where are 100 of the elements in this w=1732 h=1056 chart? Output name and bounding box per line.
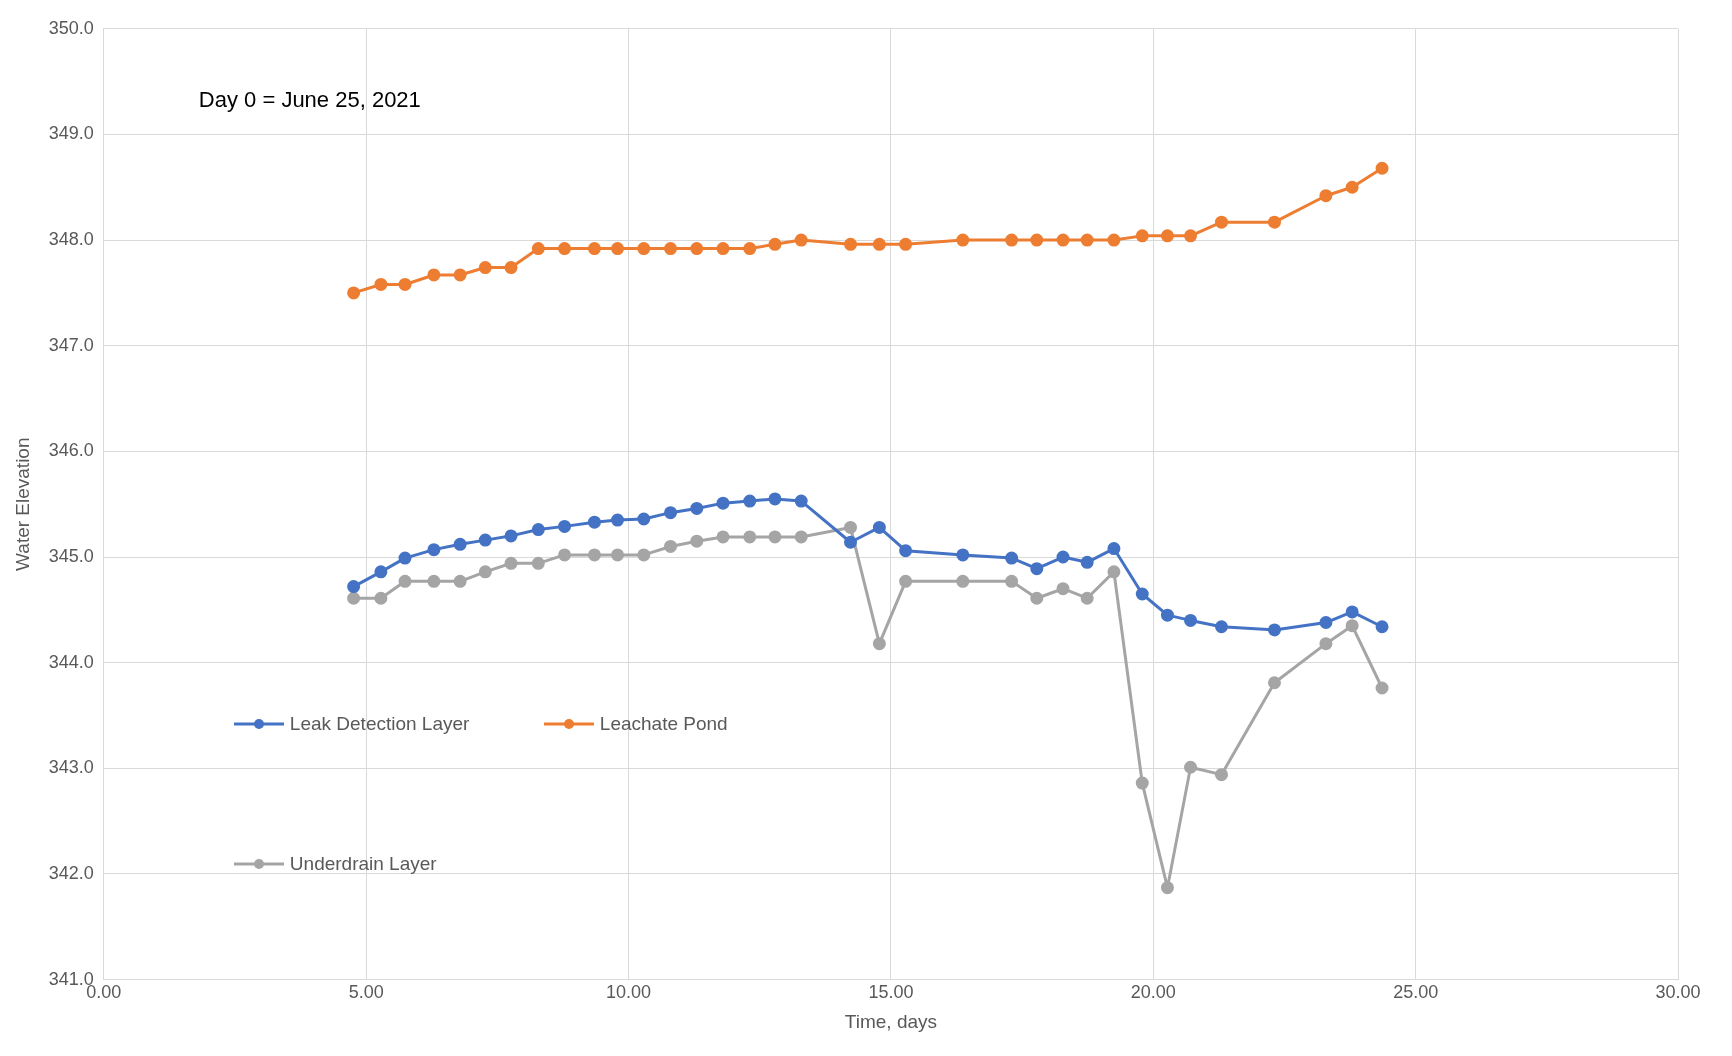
point bbox=[504, 556, 518, 570]
x-tick-label: 5.00 bbox=[348, 982, 384, 1003]
y-tick-label: 344.0 bbox=[48, 651, 94, 672]
point bbox=[1160, 229, 1174, 243]
point bbox=[743, 530, 757, 544]
point bbox=[1005, 574, 1019, 588]
point bbox=[1107, 542, 1121, 556]
point bbox=[956, 574, 970, 588]
point bbox=[504, 529, 518, 543]
point bbox=[743, 242, 757, 256]
point bbox=[1214, 768, 1228, 782]
point bbox=[1267, 215, 1281, 229]
point bbox=[531, 556, 545, 570]
point bbox=[531, 523, 545, 537]
point bbox=[1345, 180, 1359, 194]
point bbox=[716, 496, 730, 510]
point bbox=[478, 533, 492, 547]
point bbox=[956, 548, 970, 562]
point bbox=[374, 277, 388, 291]
point bbox=[1160, 608, 1174, 622]
point bbox=[558, 242, 572, 256]
point bbox=[899, 574, 913, 588]
point bbox=[1030, 233, 1044, 247]
point bbox=[1319, 189, 1333, 203]
point bbox=[1267, 623, 1281, 637]
point bbox=[587, 548, 601, 562]
x-axis-title: Time, days bbox=[844, 1010, 938, 1032]
y-tick-label: 349.0 bbox=[48, 123, 94, 144]
legend-label: Leak Detection Layer bbox=[289, 713, 470, 736]
y-tick-label: 342.0 bbox=[48, 862, 94, 883]
point bbox=[1184, 229, 1198, 243]
y-tick-label: 350.0 bbox=[48, 17, 94, 38]
point bbox=[1135, 776, 1149, 790]
point bbox=[690, 534, 704, 548]
point bbox=[794, 530, 808, 544]
point bbox=[347, 591, 361, 605]
point bbox=[611, 513, 625, 527]
point bbox=[1056, 550, 1070, 564]
y-tick-label: 343.0 bbox=[48, 757, 94, 778]
point bbox=[1160, 881, 1174, 895]
annotation: Day 0 = June 25, 2021 bbox=[198, 86, 421, 112]
point bbox=[374, 565, 388, 579]
point bbox=[1214, 620, 1228, 634]
point bbox=[1375, 681, 1389, 695]
point bbox=[1107, 233, 1121, 247]
x-tick-label: 15.00 bbox=[868, 982, 914, 1003]
y-axis-title: Water Elevation bbox=[11, 437, 33, 571]
point bbox=[453, 537, 467, 551]
point bbox=[768, 492, 782, 506]
point bbox=[1184, 613, 1198, 627]
point bbox=[1080, 591, 1094, 605]
point bbox=[1375, 161, 1389, 175]
point bbox=[427, 543, 441, 557]
point bbox=[611, 548, 625, 562]
point bbox=[664, 242, 678, 256]
point bbox=[427, 574, 441, 588]
point bbox=[1214, 215, 1228, 229]
point bbox=[872, 520, 886, 534]
point bbox=[398, 574, 412, 588]
point bbox=[1005, 551, 1019, 565]
point bbox=[1030, 591, 1044, 605]
legend-label: Underdrain Layer bbox=[289, 853, 437, 876]
point bbox=[1184, 760, 1198, 774]
point bbox=[1267, 676, 1281, 690]
y-tick-label: 347.0 bbox=[48, 334, 94, 355]
point bbox=[664, 539, 678, 553]
point bbox=[347, 580, 361, 594]
point bbox=[743, 494, 757, 508]
point bbox=[716, 242, 730, 256]
point bbox=[1135, 229, 1149, 243]
point bbox=[1345, 605, 1359, 619]
point bbox=[453, 268, 467, 282]
point bbox=[844, 237, 858, 251]
point bbox=[1135, 587, 1149, 601]
point bbox=[374, 591, 388, 605]
point bbox=[1005, 233, 1019, 247]
point bbox=[347, 286, 361, 300]
x-tick-label: 20.00 bbox=[1130, 982, 1176, 1003]
point bbox=[637, 548, 651, 562]
point bbox=[899, 544, 913, 558]
point bbox=[398, 277, 412, 291]
point bbox=[587, 242, 601, 256]
point bbox=[1030, 562, 1044, 576]
point bbox=[794, 494, 808, 508]
point bbox=[558, 519, 572, 533]
point bbox=[587, 515, 601, 529]
point bbox=[768, 237, 782, 251]
y-tick-label: 348.0 bbox=[48, 229, 94, 250]
point bbox=[558, 548, 572, 562]
point bbox=[611, 242, 625, 256]
x-tick-label: 25.00 bbox=[1393, 982, 1439, 1003]
point bbox=[637, 242, 651, 256]
y-tick-label: 345.0 bbox=[48, 545, 94, 566]
point bbox=[899, 237, 913, 251]
point bbox=[504, 261, 518, 275]
point bbox=[1375, 620, 1389, 634]
point bbox=[1319, 616, 1333, 630]
point bbox=[844, 520, 858, 534]
point bbox=[956, 233, 970, 247]
point bbox=[690, 501, 704, 515]
